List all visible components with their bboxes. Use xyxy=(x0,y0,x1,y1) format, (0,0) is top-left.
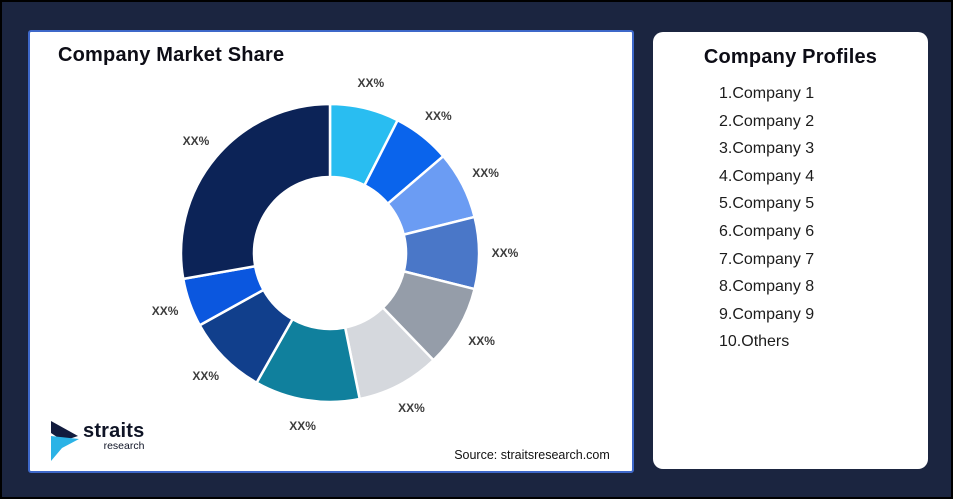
donut-chart xyxy=(179,102,481,404)
segment-value-label-2: XX% xyxy=(424,108,452,123)
profiles-list: 1.Company 1 2.Company 2 3.Company 3 4.Co… xyxy=(653,80,928,356)
list-item: 9.Company 9 xyxy=(719,305,815,323)
segment-value-label-9: XX% xyxy=(151,304,179,319)
list-item: 1.Company 1 xyxy=(719,85,815,102)
profiles-title: Company Profiles xyxy=(703,46,878,68)
straits-research-logo: straits research xyxy=(50,420,144,467)
market-share-card: Company Market Share XX% XX% XX% XX% XX% XX% X… xyxy=(28,30,634,473)
list-item: 8.Company 8 xyxy=(719,278,815,296)
list-item: 10.Others xyxy=(719,333,790,351)
segment-value-label-8: XX% xyxy=(192,369,220,384)
segment-value-label-5: XX% xyxy=(468,333,495,348)
donut-segment-10 xyxy=(179,102,332,281)
logo-name: straits xyxy=(83,420,145,442)
list-item: 2.Company 2 xyxy=(719,112,815,130)
segment-value-label-4: XX% xyxy=(491,246,519,260)
company-profiles-card: Company Profiles 1.Company 1 2.Company 2… xyxy=(653,32,928,469)
segment-value-label-6: XX% xyxy=(398,400,425,415)
segment-value-label-7: XX% xyxy=(289,418,316,433)
straits-logo-icon xyxy=(50,420,80,467)
list-item: 7.Company 7 xyxy=(719,250,815,268)
logo-subtitle: research xyxy=(103,440,145,452)
segment-value-label-10: XX% xyxy=(182,133,210,148)
segment-value-label-3: XX% xyxy=(472,165,499,180)
chart-title: Company Market Share xyxy=(58,44,285,66)
list-item: 3.Company 3 xyxy=(719,140,815,158)
logo-text: straits research xyxy=(83,420,144,452)
donut-chart-area: XX% XX% XX% XX% XX% XX% XX% XX% XX% XX% xyxy=(30,32,632,471)
list-item: 5.Company 5 xyxy=(719,195,815,213)
segment-value-label-1: XX% xyxy=(357,75,385,90)
list-item: 6.Company 6 xyxy=(719,222,815,240)
list-item: 4.Company 4 xyxy=(719,167,815,185)
source-text: Source: straitsresearch.com xyxy=(454,448,610,462)
